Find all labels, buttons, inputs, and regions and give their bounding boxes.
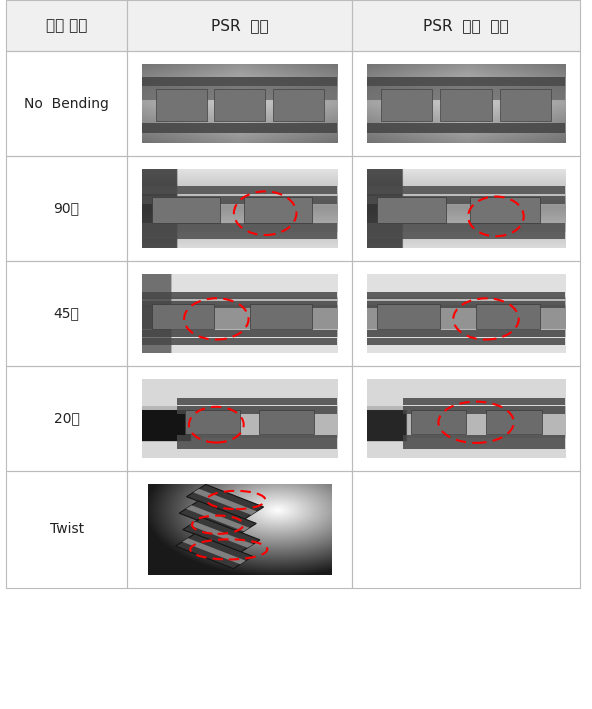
Bar: [127, 0, 352, 51]
Bar: [6, 471, 127, 588]
Bar: [6, 261, 127, 366]
Bar: [352, 366, 580, 471]
Text: eit: eit: [272, 391, 379, 460]
Text: No  Bending: No Bending: [24, 96, 109, 111]
Bar: [6, 366, 127, 471]
Bar: [6, 156, 127, 261]
Bar: [6, 156, 127, 261]
Text: PSR  코팅  안함: PSR 코팅 안함: [423, 18, 509, 33]
Bar: [352, 471, 580, 588]
Bar: [127, 471, 352, 588]
Bar: [352, 471, 580, 588]
Bar: [6, 0, 127, 51]
Bar: [127, 471, 352, 588]
Bar: [6, 261, 127, 366]
Bar: [352, 0, 580, 51]
Bar: [127, 261, 352, 366]
Text: 90도: 90도: [54, 201, 79, 216]
Bar: [127, 156, 352, 261]
Bar: [127, 51, 352, 156]
Bar: [6, 51, 127, 156]
Bar: [127, 156, 352, 261]
Bar: [127, 366, 352, 471]
Bar: [6, 366, 127, 471]
Text: 45도: 45도: [54, 306, 79, 320]
Bar: [6, 471, 127, 588]
Text: Twist: Twist: [50, 523, 83, 536]
Bar: [352, 261, 580, 366]
Bar: [352, 366, 580, 471]
Bar: [352, 261, 580, 366]
Bar: [127, 0, 352, 51]
Bar: [352, 51, 580, 156]
Text: 굴곡 형태: 굴곡 형태: [46, 18, 87, 33]
Bar: [127, 261, 352, 366]
Bar: [352, 51, 580, 156]
Bar: [127, 51, 352, 156]
Text: k: k: [170, 344, 244, 450]
Bar: [352, 156, 580, 261]
Text: PSR  코팅: PSR 코팅: [211, 18, 269, 33]
Bar: [6, 51, 127, 156]
Bar: [352, 0, 580, 51]
Bar: [127, 366, 352, 471]
Bar: [6, 0, 127, 51]
Text: 20도: 20도: [54, 411, 79, 425]
Bar: [352, 156, 580, 261]
